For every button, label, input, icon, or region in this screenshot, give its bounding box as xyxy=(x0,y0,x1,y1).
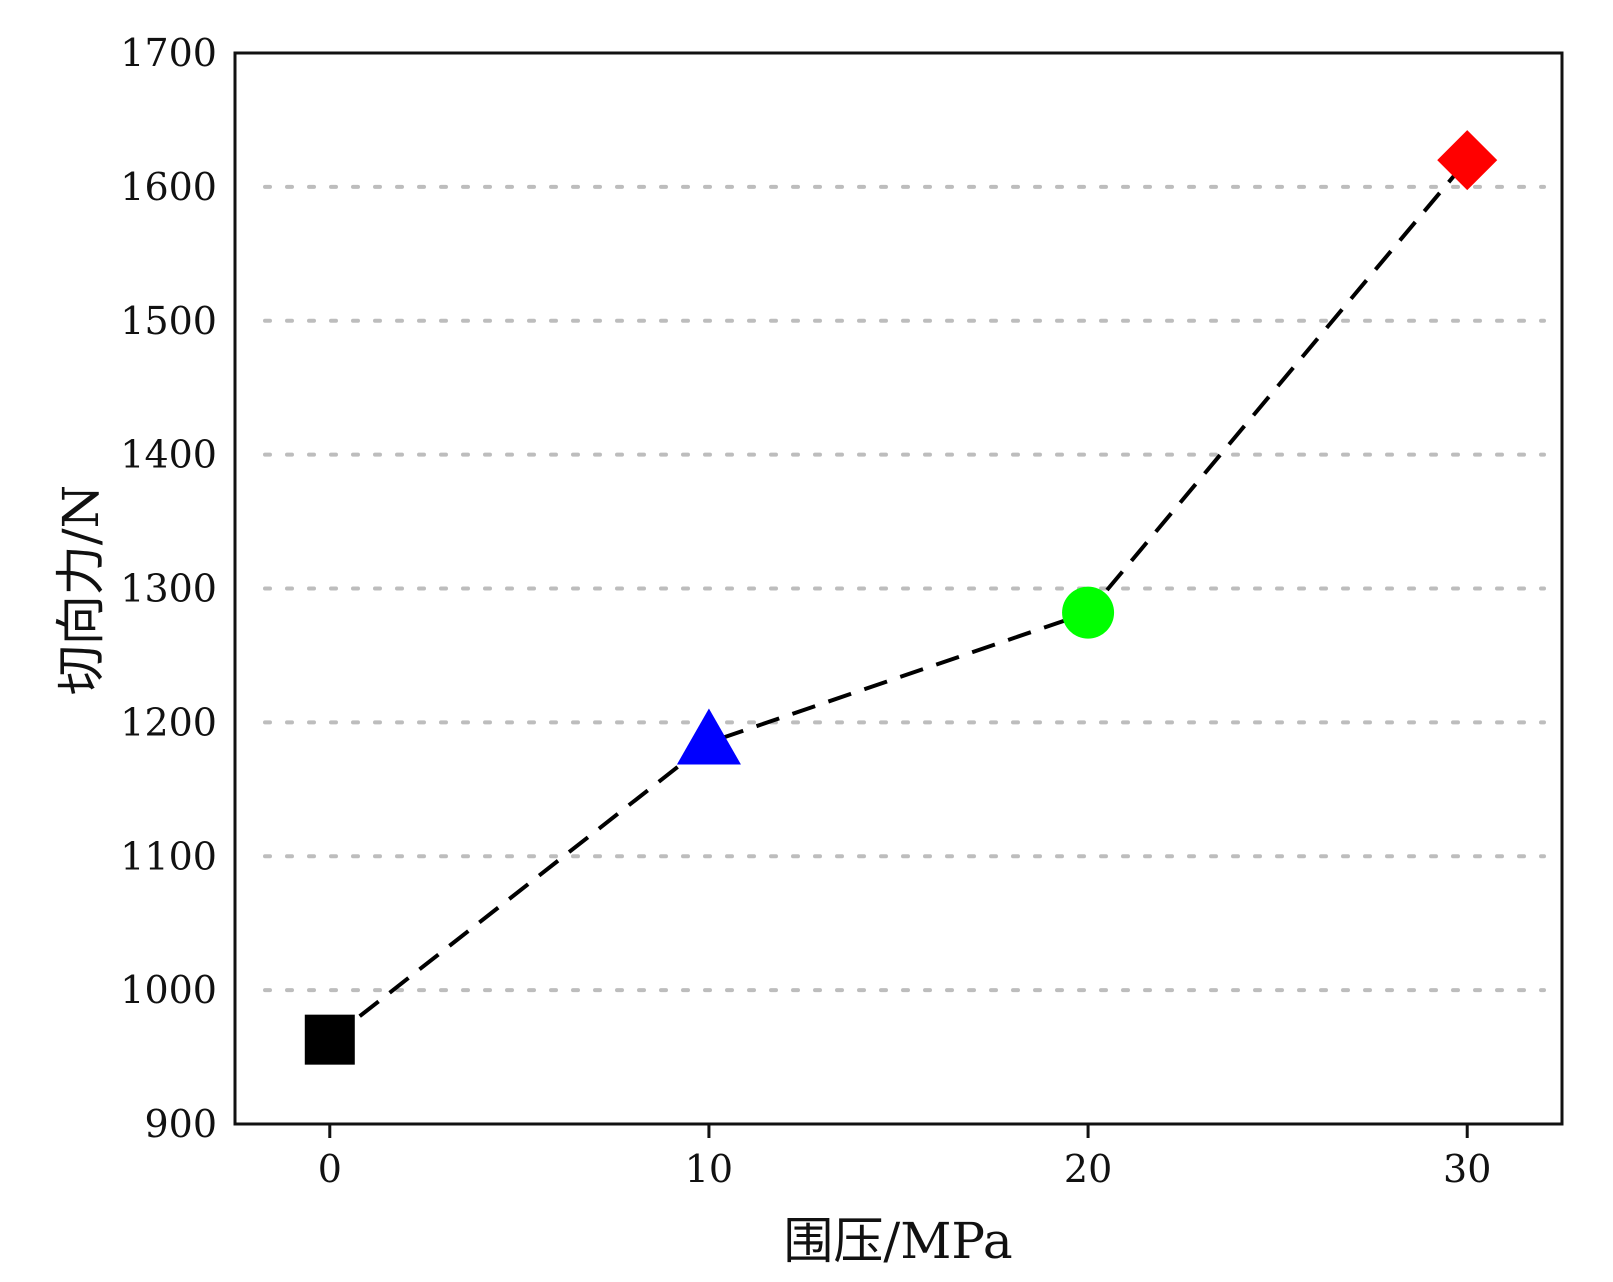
series-line xyxy=(328,158,1469,1042)
marker-layer xyxy=(304,130,1498,1065)
y-tick-label: 1300 xyxy=(120,567,217,611)
data-point-circle xyxy=(1062,586,1115,639)
y-tick-label: 1700 xyxy=(120,31,217,75)
data-point-square xyxy=(304,1014,355,1065)
y-tick-label: 1200 xyxy=(120,700,217,744)
x-tick-label: 10 xyxy=(685,1147,733,1191)
y-axis-title: 切向力/N xyxy=(52,485,110,696)
y-tick-label: 1100 xyxy=(120,834,217,878)
series-line-layer xyxy=(328,158,1469,1042)
x-tick-layer: 0 10 20 30 xyxy=(318,1124,1491,1191)
y-tick-label: 1500 xyxy=(120,299,217,343)
y-tick-label: 1600 xyxy=(120,165,217,209)
x-tick-label: 30 xyxy=(1443,1147,1491,1191)
x-tick-label: 0 xyxy=(318,1147,342,1191)
y-tick-label: 1000 xyxy=(120,968,217,1012)
x-tick-label: 20 xyxy=(1064,1147,1112,1191)
y-tick-layer: 900 1000 1100 1200 1300 1400 1500 1600 1700 xyxy=(120,31,217,1146)
x-axis-title: 围压/MPa xyxy=(783,1212,1012,1270)
y-tick-label: 1400 xyxy=(120,433,217,477)
grid-layer xyxy=(263,184,1546,993)
plot-frame xyxy=(233,51,1564,1126)
data-point-triangle xyxy=(676,708,741,765)
data-point-diamond xyxy=(1437,130,1498,191)
y-tick-label: 900 xyxy=(144,1102,217,1146)
